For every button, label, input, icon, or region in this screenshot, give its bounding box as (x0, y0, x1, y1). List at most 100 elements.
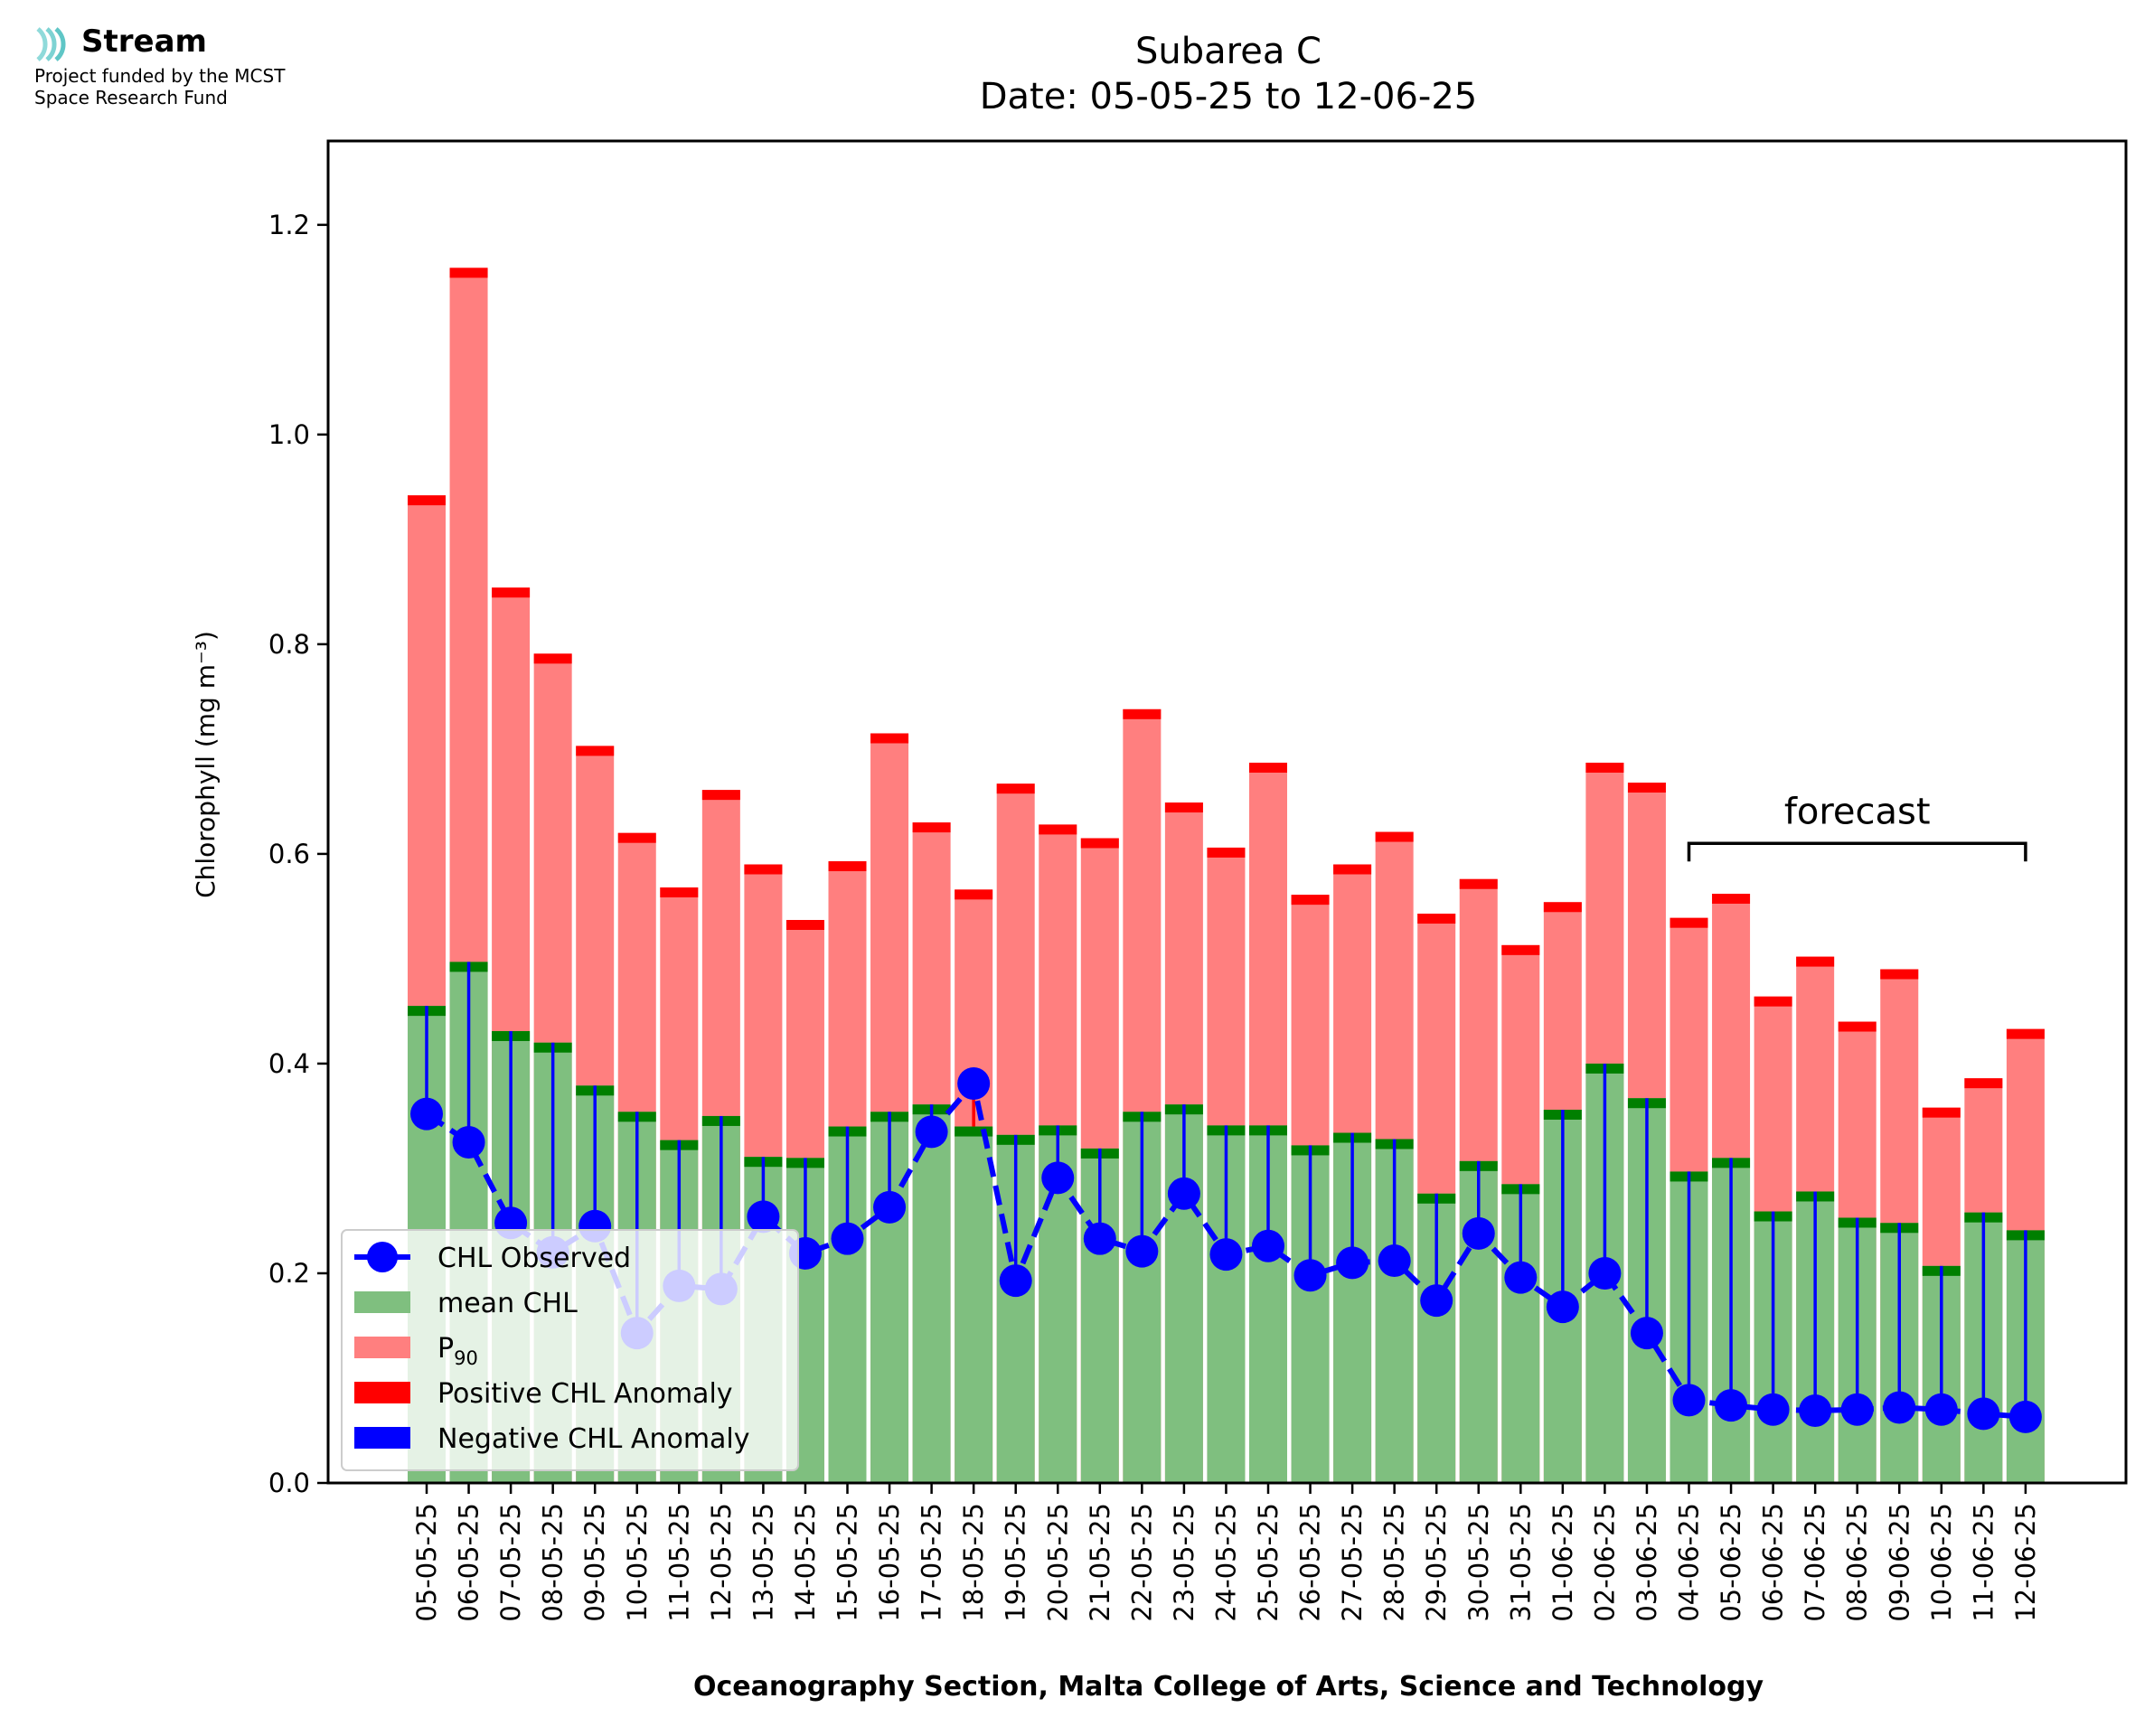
x-tick-label: 08-05-25 (538, 1503, 569, 1622)
p90-cap (2006, 1028, 2045, 1039)
chl-observed-point (1546, 1290, 1579, 1324)
x-tick-label: 05-06-25 (1716, 1503, 1746, 1622)
p90-cap (408, 495, 446, 506)
chl-observed-point (1715, 1389, 1748, 1422)
legend-label: Positive CHL Anomaly (437, 1378, 733, 1410)
chl-observed-point (1125, 1234, 1159, 1268)
chl-observed-point (2008, 1400, 2042, 1433)
x-tick-label: 21-05-25 (1085, 1503, 1115, 1622)
p90-cap (1670, 917, 1708, 928)
mean-chl-bar (955, 1126, 993, 1483)
chl-observed-point (1630, 1317, 1663, 1350)
chl-observed-point (1336, 1246, 1369, 1280)
legend-box (341, 1229, 799, 1471)
mean-chl-bar (912, 1104, 951, 1483)
chl-observed-point (1041, 1161, 1075, 1195)
x-tick-label: 08-06-25 (1842, 1503, 1873, 1622)
x-tick-label: 03-06-25 (1632, 1503, 1662, 1622)
chl-observed-point (1840, 1393, 1874, 1426)
x-tick-label: 01-06-25 (1547, 1503, 1578, 1622)
chl-observed-point (873, 1190, 907, 1224)
p90-cap (1796, 956, 1835, 967)
p90-cap (744, 864, 783, 875)
chart-title: Subarea C (1135, 31, 1322, 72)
legend-label-text: Negative CHL Anomaly (437, 1423, 750, 1455)
legend-label-text: mean CHL (437, 1288, 578, 1319)
chl-observed-point (1588, 1256, 1622, 1290)
legend-patch-icon (354, 1337, 410, 1358)
x-axis-label: Oceanography Section, Malta College of A… (693, 1671, 1764, 1703)
x-tick-label: 24-05-25 (1210, 1503, 1241, 1622)
x-tick-label: 07-05-25 (495, 1503, 526, 1622)
p90-cap (1754, 996, 1792, 1007)
p90-cap (870, 733, 909, 744)
p90-cap (912, 822, 951, 833)
y-tick-label: 0.6 (268, 839, 310, 869)
legend-label: Negative CHL Anomaly (437, 1423, 750, 1455)
legend-label-text: P (437, 1333, 454, 1365)
p90-cap (576, 746, 615, 756)
p90-cap (701, 790, 740, 801)
x-tick-label: 06-06-25 (1758, 1503, 1789, 1622)
x-tick-label: 27-05-25 (1337, 1503, 1368, 1622)
x-tick-label: 06-05-25 (454, 1503, 484, 1622)
x-tick-label: 23-05-25 (1169, 1503, 1199, 1622)
x-tick-label: 26-05-25 (1295, 1503, 1326, 1622)
axes: 0.0 0.2 0.4 0.6 0.8 1.0 1.2 05-05-25 06-05-25 07-… (268, 139, 2128, 1622)
x-tick-label: 04-06-25 (1674, 1503, 1705, 1622)
chl-observed-point (1293, 1259, 1327, 1292)
chl-observed-point (999, 1264, 1032, 1298)
p90-cap (617, 832, 656, 843)
legend-patch-icon (354, 1382, 410, 1403)
x-tick-label: 30-05-25 (1463, 1503, 1494, 1622)
legend-label: mean CHL (437, 1288, 578, 1319)
legend-label-subscript: 90 (454, 1347, 478, 1369)
y-tick-label: 1.2 (268, 210, 310, 240)
p90-cap (1417, 914, 1456, 924)
chl-observed-point (747, 1200, 780, 1234)
legend-label: CHL Observed (437, 1243, 631, 1274)
p90-cap (1080, 838, 1119, 849)
chl-observed-point (1083, 1222, 1116, 1255)
x-tick-label: 28-05-25 (1379, 1503, 1410, 1622)
y-tick-label: 0.4 (268, 1048, 310, 1079)
p90-cap (492, 587, 531, 598)
p90-cap (955, 889, 993, 900)
logo-funding-line-1: Project funded by the MCST (34, 65, 286, 87)
forecast-bracket (1687, 841, 2027, 862)
chart-subtitle: Date: 05-05-25 to 12-06-25 (980, 76, 1478, 117)
p90-cap (1838, 1021, 1877, 1032)
p90-cap (1880, 969, 1919, 980)
x-tick-label: 11-06-25 (1968, 1503, 1999, 1622)
x-tick-label: 20-05-25 (1042, 1503, 1073, 1622)
x-tick-label: 15-05-25 (832, 1503, 863, 1622)
chl-observed-point (957, 1066, 991, 1100)
p90-cap (1543, 902, 1582, 913)
p90-cap (996, 784, 1035, 794)
logo-funding-text: Project funded by the MCST Space Researc… (34, 65, 285, 108)
chl-observed-point (1378, 1244, 1411, 1278)
chl-observed-point (1420, 1284, 1453, 1318)
y-tick-label: 0.0 (268, 1468, 310, 1498)
p90-cap (1249, 762, 1287, 773)
chl-observed-point (1462, 1216, 1495, 1250)
legend: CHL Observed mean CHL P90 Positive CHL Anom… (341, 1229, 799, 1471)
chl-observed-point (452, 1125, 485, 1159)
y-axis-label: Chlorophyll (mg m⁻³) (191, 631, 221, 898)
p90-cap (1123, 708, 1162, 719)
legend-patch-icon (354, 1427, 410, 1449)
p90-cap (449, 267, 488, 278)
x-tick-label: 22-05-25 (1126, 1503, 1157, 1622)
x-tick-label: 14-05-25 (790, 1503, 821, 1622)
x-tick-label: 09-05-25 (579, 1503, 610, 1622)
chl-observed-point (1924, 1393, 1958, 1426)
p90-cap (1922, 1107, 1961, 1118)
chl-observed-point (831, 1222, 864, 1255)
p90-cap (1712, 893, 1751, 904)
chl-observed-point (1504, 1261, 1538, 1294)
p90-cap (1291, 895, 1330, 906)
p90-cap (1375, 831, 1414, 842)
x-tick-label: 31-05-25 (1505, 1503, 1536, 1622)
x-tick-label: 09-06-25 (1884, 1503, 1914, 1622)
